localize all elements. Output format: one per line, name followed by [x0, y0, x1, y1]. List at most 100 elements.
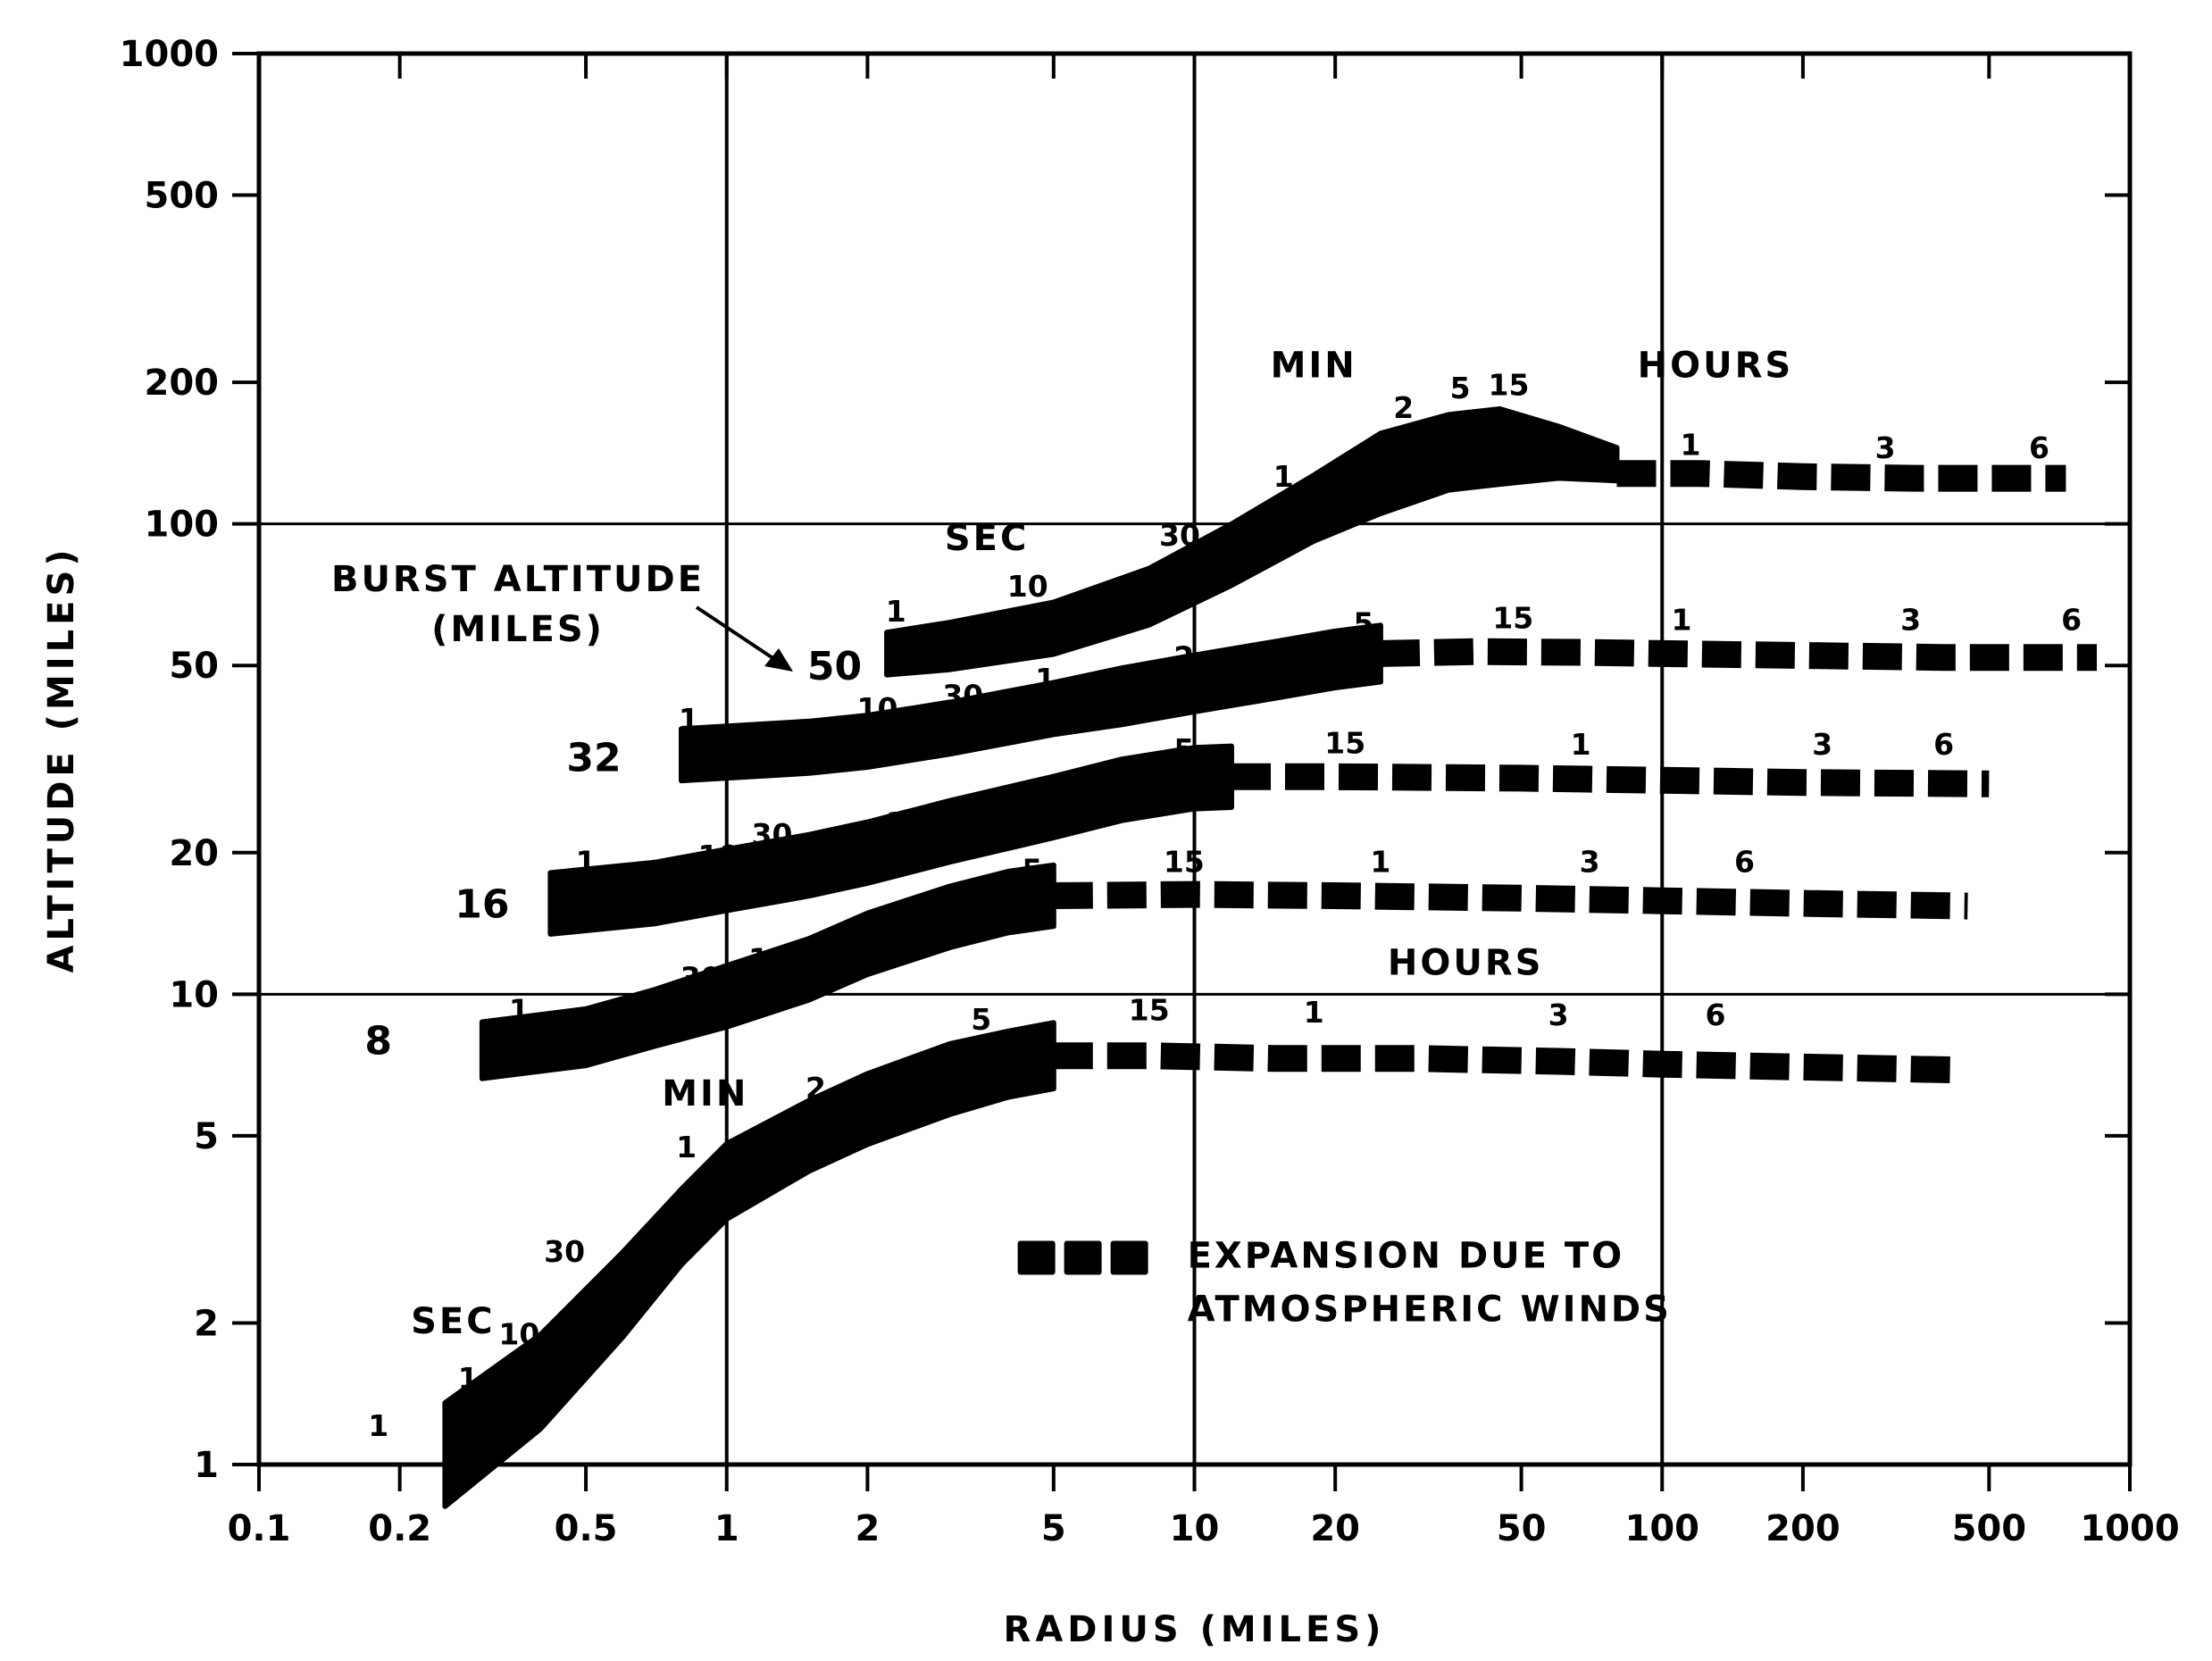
burst-arrow-head	[764, 648, 793, 672]
y-axis-title: ALTITUDE (MILES)	[41, 545, 82, 972]
burst-altitude-label: 8	[364, 1018, 392, 1064]
time-mark: 15	[1489, 367, 1530, 402]
time-mark: 15	[1324, 726, 1365, 761]
time-mark: 3	[1580, 844, 1600, 879]
burst-altitude-heading: BURST ALTITUDE	[331, 559, 705, 600]
time-mark: 1	[458, 1361, 479, 1396]
time-mark: 1	[1035, 662, 1056, 697]
time-mark: 1	[1681, 428, 1701, 463]
wind-expansion-50	[1380, 638, 2097, 672]
time-mark: 1	[748, 941, 769, 976]
time-mark: 10	[1007, 569, 1048, 604]
time-mark: 1	[1273, 459, 1294, 494]
time-mark: 2	[993, 785, 1014, 820]
time-mark: 1	[676, 1130, 697, 1164]
time-mark: 10	[639, 988, 680, 1022]
solid-band-50	[679, 622, 1383, 784]
legend-text: EXPANSION DUE TO	[1188, 1235, 1625, 1276]
legend-swatch	[1064, 1240, 1102, 1275]
time-mark: 15	[1129, 993, 1170, 1028]
time-mark: 3	[1548, 997, 1569, 1032]
time-mark: 5	[1450, 371, 1471, 405]
time-mark: HOURS	[1638, 345, 1794, 386]
wind-expansion-32	[1231, 763, 1990, 797]
x-axis-title: RADIUS (MILES)	[1004, 1609, 1386, 1650]
x-tick-label: 0.1	[228, 1508, 291, 1549]
wind-expansion-8	[1053, 1042, 1959, 1084]
wind-expansion-top	[1616, 460, 2066, 492]
y-tick-label: 10	[169, 974, 219, 1015]
time-mark: HOURS	[1388, 943, 1544, 984]
x-tick-label: 100	[1625, 1508, 1700, 1549]
x-tick-label: 50	[1497, 1508, 1547, 1549]
time-mark: 10	[857, 691, 898, 726]
time-mark: MIN	[662, 1073, 748, 1114]
time-mark: 30	[1159, 518, 1200, 553]
time-mark: 30	[680, 961, 722, 996]
time-mark: 6	[2061, 602, 2082, 637]
y-tick-label: 200	[145, 363, 220, 404]
time-mark: 6	[1933, 727, 1954, 762]
legend-swatch	[1110, 1240, 1148, 1275]
time-mark: 2	[1173, 640, 1194, 675]
solid-band-16	[479, 862, 1056, 1081]
x-tick-label: 2	[855, 1508, 880, 1549]
legend-swatch	[1017, 1240, 1056, 1275]
time-mark: 10	[498, 1317, 539, 1352]
time-mark: 1	[576, 844, 597, 879]
axes: 0.1 0.2 0.5 1 2 5 10 20 50 100 200 500 1000125102050…	[120, 34, 2180, 1549]
legend-text: ATMOSPHERIC WINDS	[1188, 1289, 1672, 1330]
y-tick-label: 5	[194, 1116, 219, 1157]
x-tick-label: 0.2	[368, 1508, 431, 1549]
x-tick-label: 20	[1310, 1508, 1360, 1549]
time-mark: 1	[1370, 844, 1390, 879]
wind-expansion-16	[1053, 881, 1968, 920]
grid-lines	[259, 54, 2130, 1465]
time-mark: 2	[806, 1071, 826, 1106]
time-mark: SEC	[945, 518, 1030, 559]
burst-altitude-label: 16	[455, 882, 509, 928]
time-mark: 1	[886, 805, 906, 840]
time-mark: 6	[1734, 844, 1755, 879]
time-mark: 30	[544, 1234, 585, 1269]
time-mark: 3	[1812, 727, 1832, 762]
y-tick-label: 1	[194, 1445, 219, 1486]
time-mark: 1	[1304, 995, 1324, 1030]
burst-altitude-label: 50	[807, 644, 862, 689]
x-tick-label: 5	[1041, 1508, 1066, 1549]
y-tick-label: 50	[169, 646, 219, 687]
y-tick-label: 20	[169, 833, 219, 874]
time-mark: 1	[1571, 727, 1591, 762]
y-tick-label: 100	[145, 505, 220, 546]
solid-band-8	[442, 1020, 1056, 1509]
x-tick-label: 10	[1170, 1508, 1220, 1549]
burst-altitude-heading-units: (MILES)	[431, 609, 605, 650]
time-mark: 6	[1705, 997, 1725, 1032]
time-mark: MIN	[1271, 345, 1357, 386]
time-mark: SEC	[411, 1301, 496, 1342]
burst-arrow-shaft	[695, 605, 779, 663]
time-mark: 6	[2029, 430, 2049, 465]
time-mark: 1	[679, 702, 699, 737]
solid-band-32	[547, 743, 1234, 937]
time-mark: 3	[1900, 602, 1921, 637]
time-mark: 5	[971, 1002, 991, 1037]
time-mark: 3	[1875, 430, 1896, 465]
x-tick-label: 1000	[2080, 1508, 2179, 1549]
time-mark: 15	[1164, 844, 1205, 879]
y-tick-label: 2	[194, 1303, 219, 1344]
burst-altitude-label: 32	[566, 735, 621, 780]
x-tick-label: 1	[714, 1508, 739, 1549]
time-mark: 1	[1671, 602, 1691, 637]
time-mark: 5	[1022, 852, 1042, 887]
x-tick-label: 0.5	[555, 1508, 618, 1549]
time-mark: 1	[509, 993, 530, 1028]
time-mark: 5	[1353, 605, 1373, 640]
time-mark: 30	[752, 817, 793, 852]
time-mark: 1	[886, 594, 906, 629]
time-mark: 2	[857, 913, 878, 947]
time-mark: 5	[1173, 732, 1194, 767]
